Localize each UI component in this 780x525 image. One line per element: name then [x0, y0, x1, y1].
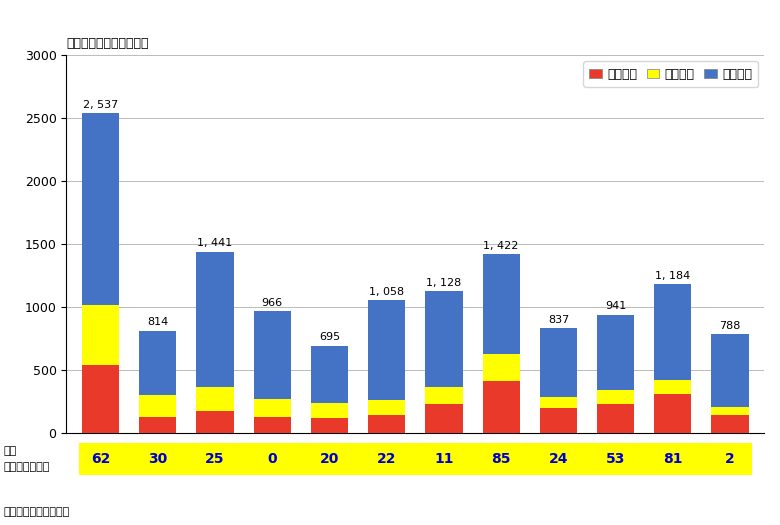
Text: 1, 058: 1, 058 — [369, 287, 404, 297]
Bar — [597, 404, 634, 433]
Text: ・行方不明者数: ・行方不明者数 — [4, 462, 50, 472]
Bar — [483, 254, 519, 354]
Text: 53: 53 — [606, 452, 626, 466]
Bar — [311, 418, 348, 433]
Bar — [597, 314, 634, 390]
Text: 25: 25 — [205, 452, 225, 466]
Text: 死者: 死者 — [4, 446, 17, 456]
Bar — [197, 251, 234, 386]
Bar — [140, 331, 176, 395]
Bar — [654, 284, 691, 380]
Bar — [197, 386, 234, 411]
Text: 62: 62 — [91, 452, 110, 466]
Text: 1, 441: 1, 441 — [197, 238, 232, 248]
Text: 11: 11 — [434, 452, 454, 466]
Bar — [140, 395, 176, 417]
Text: 2, 537: 2, 537 — [83, 100, 119, 110]
Text: 788: 788 — [719, 321, 741, 331]
Bar — [540, 408, 577, 433]
Bar — [597, 390, 634, 404]
Bar — [425, 404, 463, 433]
Text: 土砂災害発生件数（件）: 土砂災害発生件数（件） — [66, 37, 149, 50]
Bar — [82, 365, 119, 433]
Text: 941: 941 — [605, 301, 626, 311]
Bar — [654, 394, 691, 433]
Legend: 土石流等, 地すべり, がけ崩れ: 土石流等, 地すべり, がけ崩れ — [583, 61, 758, 87]
Text: 0: 0 — [268, 452, 277, 466]
Bar — [82, 304, 119, 365]
Bar — [82, 113, 119, 304]
Text: 1, 184: 1, 184 — [655, 271, 690, 281]
Bar — [311, 345, 348, 403]
Text: 814: 814 — [147, 318, 168, 328]
Text: 24: 24 — [548, 452, 568, 466]
Bar — [654, 380, 691, 394]
Bar — [540, 328, 577, 397]
Bar — [254, 311, 291, 399]
Text: 81: 81 — [663, 452, 682, 466]
Bar — [368, 415, 406, 433]
Bar — [483, 354, 519, 382]
Bar — [254, 399, 291, 417]
Bar — [711, 415, 749, 433]
Bar — [540, 397, 577, 408]
Text: 1, 422: 1, 422 — [484, 241, 519, 251]
Text: 30: 30 — [148, 452, 168, 466]
Text: 85: 85 — [491, 452, 511, 466]
Text: 出典：国土交通省資料: 出典：国土交通省資料 — [4, 507, 70, 517]
Text: 837: 837 — [548, 314, 569, 324]
Bar — [425, 291, 463, 387]
Text: 20: 20 — [320, 452, 339, 466]
Bar — [140, 417, 176, 433]
Bar — [197, 411, 234, 433]
Bar — [711, 407, 749, 415]
Bar — [425, 387, 463, 404]
Bar — [311, 403, 348, 418]
FancyBboxPatch shape — [80, 443, 751, 475]
Bar — [254, 417, 291, 433]
Text: 695: 695 — [319, 332, 340, 342]
Bar — [711, 334, 749, 407]
Bar — [483, 382, 519, 433]
Bar — [368, 300, 406, 400]
Text: 2: 2 — [725, 452, 735, 466]
Text: 1, 128: 1, 128 — [427, 278, 462, 288]
Text: 22: 22 — [377, 452, 396, 466]
Bar — [368, 400, 406, 415]
Text: 966: 966 — [262, 298, 283, 308]
